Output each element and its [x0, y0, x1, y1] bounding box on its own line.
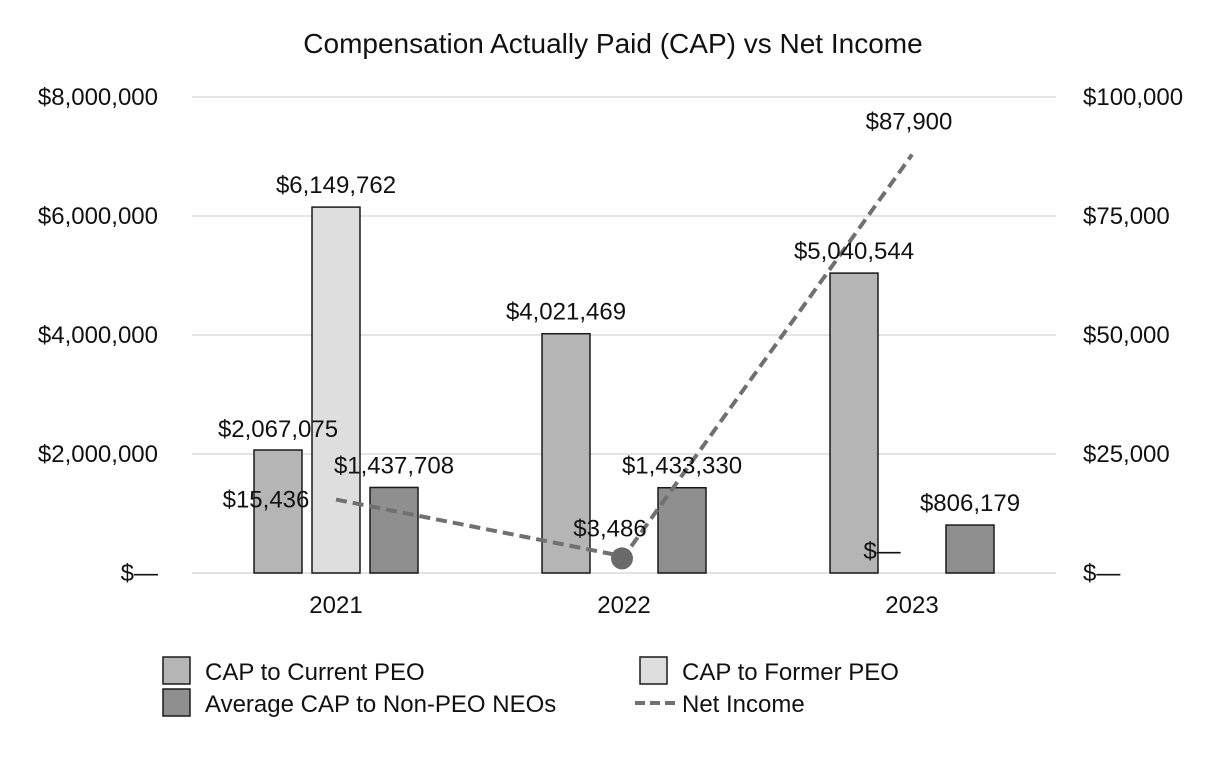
legend-label: CAP to Former PEO	[682, 659, 899, 686]
x-axis-tick-label: 2022	[597, 592, 650, 619]
x-axis-tick-label: 2023	[885, 592, 938, 619]
net-income-value-label: $15,436	[223, 487, 310, 514]
legend-label: Net Income	[682, 691, 805, 718]
bar-value-label: $6,149,762	[276, 172, 396, 199]
left-axis-tick-label: $2,000,000	[38, 441, 158, 468]
legend-swatch	[162, 688, 191, 717]
bar-value-label: $—	[863, 538, 900, 565]
net-income-value-label: $3,486	[573, 515, 646, 542]
bar-current-peo	[541, 332, 591, 574]
data-labels: $2,067,075 $6,149,762 $1,437,708 $4,021,469…	[218, 109, 1020, 565]
bar-non-peo-neos	[945, 524, 995, 574]
left-axis-tick-label: $4,000,000	[38, 322, 158, 349]
legend-label: CAP to Current PEO	[205, 659, 425, 686]
bar-non-peo-neos	[369, 486, 419, 574]
bar-value-label: $5,040,544	[794, 238, 914, 265]
bar-value-label: $1,437,708	[334, 452, 454, 479]
legend-swatch	[162, 656, 191, 685]
left-axis-tick-label: $6,000,000	[38, 203, 158, 230]
net-income-series-line	[335, 153, 914, 559]
legend-swatch	[639, 656, 668, 685]
chart-title: Compensation Actually Paid (CAP) vs Net …	[303, 28, 922, 59]
left-axis-ticks: $— $2,000,000 $4,000,000 $6,000,000 $8,000,0…	[38, 84, 158, 587]
legend: CAP to Current PEO CAP to Former PEO Avera…	[162, 656, 899, 718]
bar-current-peo	[253, 449, 303, 574]
right-axis-tick-label: $50,000	[1083, 322, 1170, 349]
bar-value-label: $806,179	[920, 490, 1020, 517]
left-axis-tick-label: $—	[121, 560, 158, 587]
bar-non-peo-neos	[657, 486, 707, 574]
bar-value-label: $2,067,075	[218, 416, 338, 443]
net-income-value-label: $87,900	[866, 109, 953, 136]
net-income-point	[611, 547, 633, 570]
right-axis-tick-label: $75,000	[1083, 203, 1170, 230]
net-income-line	[335, 153, 914, 570]
bar-marks	[253, 206, 995, 574]
right-axis-ticks: $— $25,000 $50,000 $75,000 $100,000	[1083, 84, 1183, 587]
bar-value-label: $4,021,469	[506, 299, 626, 326]
right-axis-tick-label: $—	[1083, 560, 1120, 587]
bar-value-label: $1,433,330	[622, 453, 742, 480]
x-axis-tick-label: 2021	[309, 592, 362, 619]
legend-label: Average CAP to Non-PEO NEOs	[205, 691, 556, 718]
bar-current-peo	[829, 272, 879, 574]
x-axis-ticks: 2021 2022 2023	[309, 592, 938, 619]
bar-former-peo	[311, 206, 361, 574]
right-axis-tick-label: $100,000	[1083, 84, 1183, 111]
left-axis-tick-label: $8,000,000	[38, 84, 158, 111]
right-axis-tick-label: $25,000	[1083, 441, 1170, 468]
